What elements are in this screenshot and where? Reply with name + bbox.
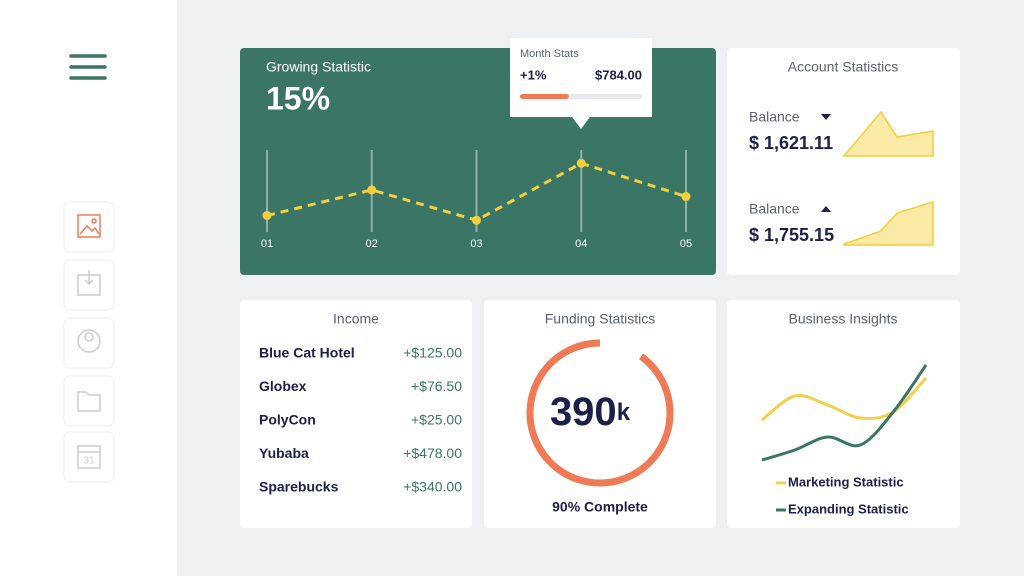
menu-button[interactable] <box>69 54 107 80</box>
tooltip-change: +1% <box>520 67 547 82</box>
growing-value: 15% <box>266 80 330 116</box>
balance-amount: $ 1,621.11 <box>749 133 833 153</box>
nav-profile[interactable] <box>63 317 115 369</box>
calendar-day: 31 <box>83 456 95 467</box>
tooltip-progress <box>520 94 569 99</box>
account-title: Account Statistics <box>788 59 899 75</box>
funding-value-group: 390k <box>550 390 631 434</box>
balance-label: Balance <box>749 109 800 125</box>
insights-title: Business Insights <box>789 311 898 327</box>
tooltip <box>510 38 652 129</box>
income-name: Blue Cat Hotel <box>259 345 355 361</box>
x-tick-label: 02 <box>366 238 378 250</box>
x-tick-label: 03 <box>470 238 482 250</box>
tooltip-title: Month Stats <box>520 48 579 60</box>
growth-point <box>262 211 272 221</box>
income-name: PolyCon <box>259 412 316 428</box>
funding-arc <box>526 339 674 487</box>
funding-title: Funding Statistics <box>545 311 656 327</box>
nav-glyphs <box>77 214 101 469</box>
growth-point <box>576 158 586 168</box>
x-tick-label: 04 <box>575 238 587 250</box>
legend-label: Marketing Statistic <box>788 474 904 489</box>
legend-label: Expanding Statistic <box>788 501 909 516</box>
funding-unit: k <box>617 399 631 426</box>
funding-card <box>484 300 716 528</box>
nav-icons <box>63 201 115 483</box>
growth-point <box>367 185 377 195</box>
sparkline <box>842 110 934 157</box>
funding-caption: 90% Complete <box>552 499 648 515</box>
balance-label: Balance <box>749 201 800 217</box>
trend-arrow <box>821 206 831 212</box>
tooltip-amount: $784.00 <box>595 67 642 82</box>
x-tick-label: 05 <box>680 238 692 250</box>
funding-value: 390 <box>550 390 617 434</box>
growth-point <box>472 215 481 225</box>
income-name: Sparebucks <box>259 479 339 495</box>
growth-point <box>681 192 691 202</box>
income-title: Income <box>333 311 379 327</box>
growing-title: Growing Statistic <box>266 59 371 75</box>
income-amount: +$125.00 <box>403 345 462 361</box>
x-tick-label: 01 <box>261 238 273 250</box>
income-amount: +$478.00 <box>403 445 462 461</box>
nav-calendar[interactable] <box>63 431 115 483</box>
income-amount: +$76.50 <box>411 378 462 394</box>
insight-line <box>761 364 928 462</box>
nav-folder[interactable] <box>63 375 115 427</box>
trend-arrow <box>821 114 831 120</box>
income-card <box>240 300 472 528</box>
balance-amount: $ 1,755.15 <box>749 225 834 245</box>
sparkline <box>843 200 934 246</box>
income-name: Globex <box>259 378 307 394</box>
income-amount: +$340.00 <box>403 479 462 495</box>
income-name: Yubaba <box>259 445 309 461</box>
insights-card <box>727 300 960 528</box>
income-amount: +$25.00 <box>411 412 462 428</box>
